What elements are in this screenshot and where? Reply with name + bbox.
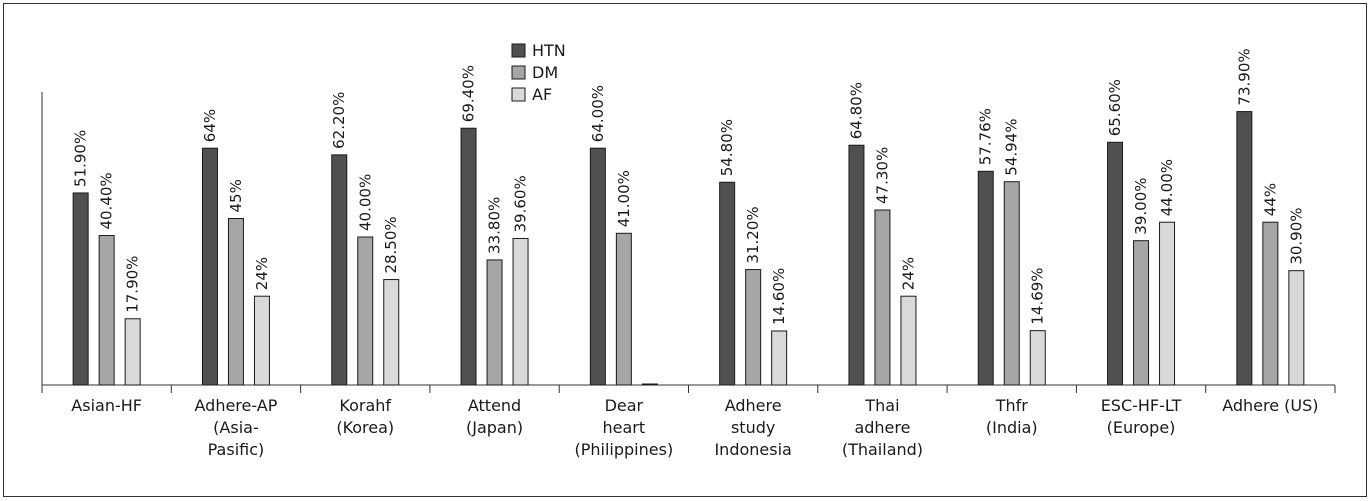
data-label: 30.90% [1287,207,1305,264]
legend-label-af: AF [532,85,552,104]
data-label: 14.69% [1029,267,1047,324]
bar-dm [98,235,115,386]
data-label: 64.80% [847,82,865,139]
x-tick-label: Pasific) [208,440,265,459]
data-label: 41.00% [615,170,633,227]
legend-label-htn: HTN [532,41,566,60]
legend-swatch-af [511,87,526,102]
data-label: 17.90% [124,256,142,313]
x-tick-label: (Philippines) [575,440,674,459]
data-label: 69.40% [460,65,478,122]
bar-af [253,295,270,386]
x-tick-label: (Japan) [466,418,523,437]
bar-af [512,237,529,386]
x-tick-label: (Asia- [213,418,259,437]
bar-dm [874,209,891,386]
bar-af [771,330,788,386]
data-label: 44% [1261,183,1279,216]
data-label: 45% [227,179,245,212]
data-label: 54.94% [1003,119,1021,176]
bar-af [1288,270,1305,386]
legend-swatch-dm [511,65,526,80]
data-label: 39.60% [512,175,530,232]
bar-af [900,295,917,386]
bar-htn [460,127,477,386]
data-label: 24% [253,257,271,290]
bar-htn [1107,141,1124,386]
bar-htn [589,147,606,386]
x-tick-label: (Europe) [1107,418,1176,437]
data-label: 57.76% [977,108,995,165]
data-label: 62.20% [330,92,348,149]
bar-htn [201,147,218,386]
data-label: 47.30% [873,147,891,204]
x-tick-label: adhere [854,418,910,437]
data-label: 33.80% [486,197,504,254]
data-label: 40.00% [356,174,374,231]
x-tick-label: Korahf [339,396,391,415]
x-tick-label: Adhere-AP [195,396,278,415]
bar-htn [848,144,865,386]
bar-dm [745,269,762,386]
x-tick-label: ESC-HF-LT [1101,396,1182,415]
bar-htn [331,154,348,386]
x-tick-label: study [731,418,775,437]
bar-dm [1262,221,1279,386]
data-label: 44.00% [1158,159,1176,216]
data-label: 31.20% [744,206,762,263]
data-label: 73.90% [1235,48,1253,105]
legend-swatch-htn [511,43,526,58]
bar-dm [227,218,244,386]
bar-dm [1003,181,1020,386]
bar-af [383,279,400,386]
x-tick-label: Asian-HF [71,396,142,415]
chart-frame [3,3,1367,497]
bar-af [124,318,141,386]
data-label: 14.60% [770,268,788,325]
x-tick-label: heart [603,418,646,437]
bar-htn [977,170,994,386]
x-tick-label: Dear [605,396,644,415]
data-label: 65.60% [1106,79,1124,136]
x-tick-label: Adhere [725,396,782,415]
bar-af [641,383,658,386]
x-tick-label: Adhere (US) [1222,396,1318,415]
x-tick-label: Indonesia [714,440,791,459]
bar-dm [615,232,632,386]
bar-af [1159,221,1176,386]
bar-htn [1236,111,1253,386]
bar-htn [719,181,736,386]
data-label: 64.00% [589,85,607,142]
bar-dm [357,236,374,386]
x-tick-label: (Thailand) [842,440,923,459]
legend-label-dm: DM [532,63,558,82]
data-label: 40.40% [98,172,116,229]
bar-af [1029,330,1046,386]
data-label: 39.00% [1132,177,1150,234]
x-tick-label: Attend [468,396,521,415]
x-tick-label: (Korea) [336,418,394,437]
x-tick-label: Thfr [995,396,1029,415]
bar-dm [486,259,503,386]
x-tick-label: Thai [864,396,899,415]
bar-htn [72,192,89,386]
data-label: 28.50% [382,216,400,273]
data-label: 51.90% [72,130,90,187]
bar-dm [1133,240,1150,386]
data-label: 24% [899,257,917,290]
data-label: 54.80% [718,119,736,176]
x-tick-label: (India) [986,418,1038,437]
data-label: 64% [201,109,219,142]
